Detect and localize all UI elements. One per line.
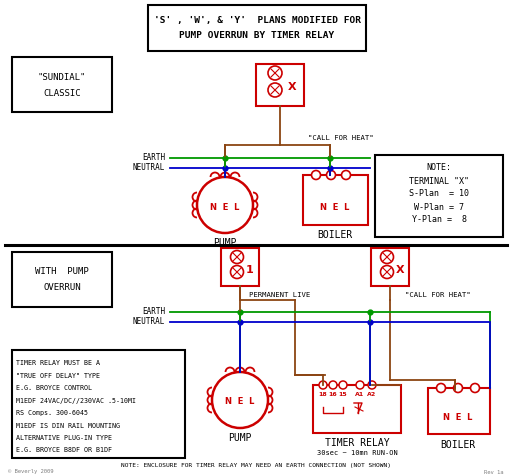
Text: 18: 18 — [318, 393, 327, 397]
Text: A2: A2 — [368, 393, 377, 397]
Circle shape — [437, 384, 445, 393]
Circle shape — [471, 384, 480, 393]
Bar — [371, 248, 409, 286]
Bar — [303, 175, 368, 225]
Text: PERMANENT LIVE: PERMANENT LIVE — [249, 292, 311, 298]
Text: Rev 1a: Rev 1a — [484, 469, 504, 475]
Text: NEUTRAL: NEUTRAL — [133, 163, 165, 172]
Text: OVERRUN: OVERRUN — [43, 282, 81, 291]
Text: E.G. BROYCE B8DF OR B1DF: E.G. BROYCE B8DF OR B1DF — [16, 447, 112, 454]
Text: TIMER RELAY MUST BE A: TIMER RELAY MUST BE A — [16, 360, 100, 366]
Text: M1EDF IS DIN RAIL MOUNTING: M1EDF IS DIN RAIL MOUNTING — [16, 423, 120, 428]
Circle shape — [319, 381, 327, 389]
Bar — [375, 155, 503, 237]
Bar — [221, 248, 259, 286]
Circle shape — [329, 381, 337, 389]
Text: RS Comps. 300-6045: RS Comps. 300-6045 — [16, 410, 88, 416]
Text: NOTE:: NOTE: — [426, 163, 452, 172]
Circle shape — [454, 384, 462, 393]
Circle shape — [342, 170, 351, 179]
Text: PUMP: PUMP — [228, 433, 252, 443]
Text: 'S' , 'W', & 'Y'  PLANS MODIFIED FOR: 'S' , 'W', & 'Y' PLANS MODIFIED FOR — [154, 16, 360, 24]
Circle shape — [356, 381, 364, 389]
Text: N  E  L: N E L — [321, 202, 350, 211]
Circle shape — [268, 66, 282, 80]
Text: N  E  L: N E L — [210, 202, 240, 211]
Text: EARTH: EARTH — [142, 153, 165, 162]
Text: 1: 1 — [246, 265, 254, 275]
Text: "SUNDIAL": "SUNDIAL" — [38, 73, 86, 82]
Circle shape — [268, 83, 282, 97]
Bar — [313, 385, 401, 433]
Circle shape — [380, 250, 394, 264]
Text: 30sec ~ 10mn RUN-ON: 30sec ~ 10mn RUN-ON — [316, 450, 397, 456]
Text: E.G. BROYCE CONTROL: E.G. BROYCE CONTROL — [16, 385, 92, 391]
Text: ALTERNATIVE PLUG-IN TYPE: ALTERNATIVE PLUG-IN TYPE — [16, 435, 112, 441]
Bar — [148, 5, 366, 51]
Circle shape — [230, 250, 244, 264]
Text: N  E  L: N E L — [443, 414, 473, 423]
Circle shape — [197, 177, 253, 233]
Text: N  E  L: N E L — [225, 397, 254, 407]
Text: EARTH: EARTH — [142, 307, 165, 317]
Bar — [12, 350, 185, 458]
Circle shape — [230, 266, 244, 278]
Text: 15: 15 — [338, 393, 347, 397]
Circle shape — [368, 381, 376, 389]
Text: X: X — [396, 265, 404, 275]
Text: TERMINAL "X": TERMINAL "X" — [409, 177, 469, 186]
Bar — [12, 57, 112, 112]
Circle shape — [327, 170, 335, 179]
Text: 16: 16 — [329, 393, 337, 397]
Text: BOILER: BOILER — [317, 230, 353, 240]
Text: PUMP OVERRUN BY TIMER RELAY: PUMP OVERRUN BY TIMER RELAY — [179, 31, 335, 40]
Text: "TRUE OFF DELAY" TYPE: "TRUE OFF DELAY" TYPE — [16, 373, 100, 378]
Text: W-Plan = 7: W-Plan = 7 — [414, 202, 464, 211]
Circle shape — [339, 381, 347, 389]
Text: A1: A1 — [355, 393, 365, 397]
Text: © Beverly 2009: © Beverly 2009 — [8, 469, 53, 475]
Text: CLASSIC: CLASSIC — [43, 89, 81, 98]
Text: X: X — [288, 82, 296, 92]
Text: Y-Plan =  8: Y-Plan = 8 — [412, 216, 466, 225]
Bar — [256, 64, 304, 106]
Circle shape — [380, 266, 394, 278]
Text: M1EDF 24VAC/DC//230VAC .5-10MI: M1EDF 24VAC/DC//230VAC .5-10MI — [16, 397, 136, 404]
Text: NEUTRAL: NEUTRAL — [133, 317, 165, 327]
Text: "CALL FOR HEAT": "CALL FOR HEAT" — [308, 135, 374, 141]
Bar — [428, 388, 490, 434]
Circle shape — [212, 372, 268, 428]
Text: PUMP: PUMP — [214, 238, 237, 248]
Text: S-Plan  = 10: S-Plan = 10 — [409, 189, 469, 198]
Text: "CALL FOR HEAT": "CALL FOR HEAT" — [405, 292, 471, 298]
Circle shape — [311, 170, 321, 179]
Bar — [12, 252, 112, 307]
Text: BOILER: BOILER — [440, 440, 476, 450]
Text: TIMER RELAY: TIMER RELAY — [325, 438, 389, 448]
Text: NOTE: ENCLOSURE FOR TIMER RELAY MAY NEED AN EARTH CONNECTION (NOT SHOWN): NOTE: ENCLOSURE FOR TIMER RELAY MAY NEED… — [121, 464, 391, 468]
Text: WITH  PUMP: WITH PUMP — [35, 268, 89, 277]
